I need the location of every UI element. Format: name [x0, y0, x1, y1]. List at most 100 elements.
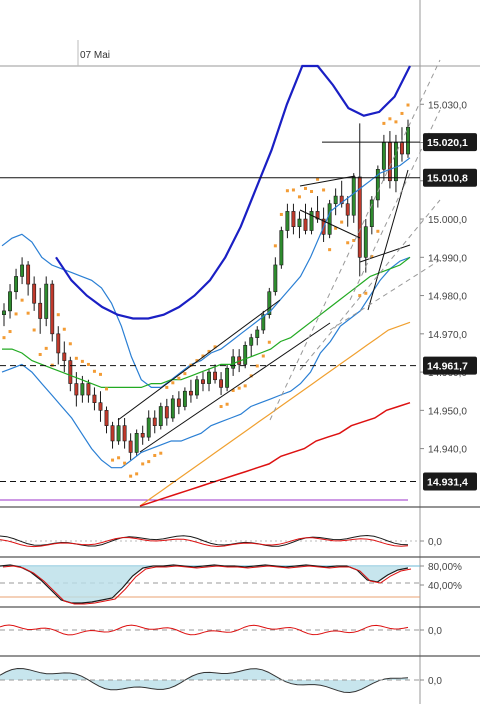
candle-body — [351, 176, 356, 216]
candle-body — [128, 440, 133, 453]
sar-dot — [14, 312, 18, 316]
price-marker-label: 15.020,1 — [427, 137, 468, 149]
candle-body — [2, 310, 6, 315]
sar-dot — [117, 456, 121, 460]
y-tick-label: 14.980,0 — [428, 292, 467, 303]
candle-body — [26, 264, 31, 285]
sar-dot — [370, 255, 374, 259]
candle-body — [261, 314, 266, 331]
indicator-line — [139, 321, 411, 507]
sar-dot — [92, 369, 96, 373]
panel3-line — [0, 624, 409, 636]
y-tick-label: 15.030,0 — [428, 100, 467, 111]
panel4-label: 0,0 — [428, 676, 442, 687]
candle-body — [140, 433, 145, 438]
indicator-line — [55, 64, 411, 320]
stoch-line-d — [2, 565, 412, 605]
candle-body — [164, 406, 169, 419]
sar-dot — [201, 354, 205, 358]
candle-body — [110, 425, 115, 442]
candle-body — [387, 142, 392, 182]
price-marker-badge — [423, 168, 477, 187]
sar-dot — [129, 474, 133, 478]
candle-body — [98, 402, 103, 411]
sar-dot — [38, 352, 42, 356]
candle-body — [134, 433, 139, 453]
trend-line — [299, 209, 361, 239]
candle-body — [394, 142, 398, 182]
stoch-area — [0, 565, 408, 603]
sar-dot — [141, 462, 145, 466]
sar-dot — [316, 177, 320, 181]
candle-body — [56, 333, 61, 354]
sar-dot — [207, 349, 211, 353]
dashed-trend-line — [299, 199, 441, 371]
candle-body — [375, 169, 380, 201]
candle-body — [339, 195, 344, 205]
y-tick-label: 14.970,0 — [428, 330, 467, 341]
sar-dot — [322, 188, 326, 192]
candle-body — [297, 218, 302, 227]
sar-dot — [346, 241, 350, 245]
candle-body — [32, 283, 37, 304]
sar-dot — [340, 220, 344, 224]
candle-body — [357, 176, 362, 258]
candle-body — [406, 126, 410, 155]
candle-body — [345, 203, 350, 216]
candle-body — [249, 337, 254, 346]
candle-body — [92, 394, 97, 403]
sar-dot — [243, 384, 247, 388]
candle-body — [44, 283, 49, 319]
candle-body — [195, 379, 199, 396]
sar-dot — [303, 186, 307, 190]
sar-dot — [135, 472, 139, 476]
candle-body — [38, 302, 43, 319]
candle-body — [80, 383, 85, 396]
sar-dot — [26, 311, 30, 315]
candle-body — [116, 425, 121, 442]
candle-body — [327, 203, 332, 235]
sar-dot — [213, 345, 217, 349]
sar-dot — [56, 313, 60, 317]
indicator-line — [139, 401, 411, 507]
sar-dot — [68, 342, 72, 346]
candle-body — [315, 211, 320, 220]
candle-body — [303, 218, 308, 231]
candle-body — [122, 425, 127, 442]
sar-dot — [231, 388, 235, 392]
candle-body — [74, 383, 79, 396]
candle-body — [381, 142, 386, 170]
dashed-trend-line — [269, 59, 441, 421]
candle-body — [152, 417, 157, 426]
candle-body — [146, 417, 151, 438]
panel4-line — [0, 667, 409, 694]
sar-dot — [334, 226, 338, 230]
y-tick-label: 14.940,0 — [428, 445, 467, 456]
candle-body — [363, 226, 368, 258]
sar-dot — [86, 362, 90, 366]
candle-body — [400, 142, 404, 155]
sar-dot — [153, 453, 157, 457]
sar-dot — [123, 461, 127, 465]
sar-dot — [8, 330, 12, 334]
candle-body — [309, 211, 314, 231]
candle-body — [20, 264, 25, 277]
candle-body — [267, 291, 272, 315]
candle-body — [369, 199, 374, 227]
candle-body — [14, 276, 18, 293]
candle-body — [273, 264, 278, 293]
sar-dot — [352, 238, 356, 242]
sar-dot — [147, 460, 151, 464]
sar-dot — [62, 327, 66, 331]
trend-line — [367, 169, 409, 311]
candle-body — [285, 211, 290, 231]
candle-body — [291, 211, 296, 227]
sar-dot — [382, 121, 386, 125]
sar-dot — [388, 117, 392, 121]
candle-body — [68, 360, 73, 384]
price-marker-label: 14.931,4 — [427, 477, 468, 489]
indicator-line — [1, 157, 411, 388]
stoch-label: 40,00% — [428, 581, 462, 592]
sar-dot — [285, 189, 289, 193]
